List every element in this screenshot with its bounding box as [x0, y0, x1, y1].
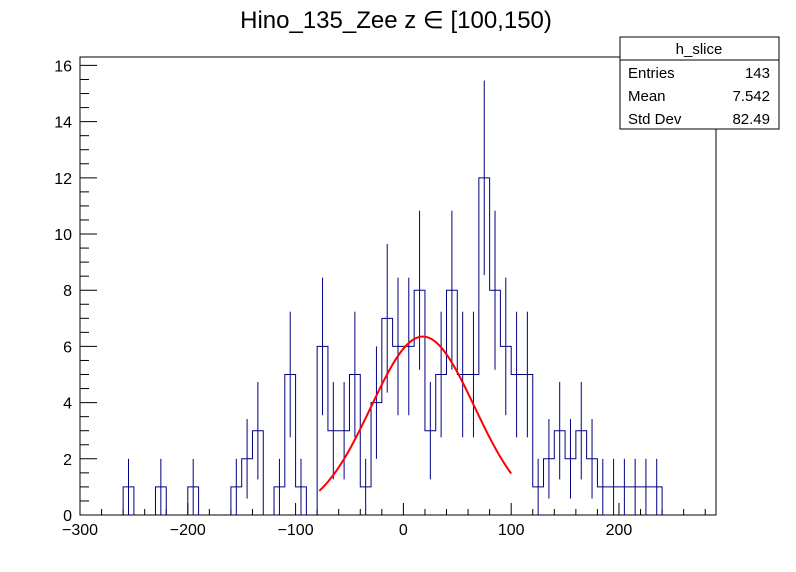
- y-tick-label: 12: [54, 171, 72, 188]
- stats-stddev-label: Std Dev: [628, 111, 682, 128]
- stats-box-frame: [619, 36, 780, 130]
- stats-stddev-value: 82.49: [732, 111, 770, 128]
- x-tick-label: 100: [498, 522, 525, 539]
- y-tick-label: 2: [63, 452, 72, 469]
- y-tick-label: 4: [63, 396, 72, 413]
- error-bars: [128, 80, 658, 515]
- plot-frame: [79, 56, 717, 516]
- x-tick-label: −100: [278, 522, 314, 539]
- y-tick-label: 8: [63, 283, 72, 300]
- stats-entries-label: Entries: [628, 65, 675, 82]
- y-tick-label: 14: [54, 115, 72, 132]
- y-axis: 0 2 4 6 8 10 12 14 16: [54, 58, 97, 525]
- x-tick-label: −300: [62, 522, 98, 539]
- stats-box-title: h_slice: [676, 41, 723, 58]
- gaussian-fit-curve: [318, 335, 512, 492]
- y-tick-label: 10: [54, 227, 72, 244]
- histogram-outline: [122, 177, 663, 515]
- x-axis: −300 −200 −100 0 100 200: [62, 503, 706, 539]
- x-tick-label: 0: [399, 522, 408, 539]
- stats-mean-value: 7.542: [732, 88, 770, 105]
- x-tick-label: −200: [170, 522, 206, 539]
- y-tick-label: 0: [63, 508, 72, 525]
- stats-entries-value: 143: [745, 65, 770, 82]
- histogram-bins: [122, 177, 663, 515]
- stats-box: h_slice Entries 143 Mean 7.542 Std Dev 8…: [619, 36, 780, 130]
- y-tick-label: 6: [63, 339, 72, 356]
- chart-title: Hino_135_Zee z ∈ [100,150): [240, 7, 552, 34]
- y-tick-label: 16: [54, 58, 72, 75]
- x-tick-label: 200: [606, 522, 633, 539]
- stats-mean-label: Mean: [628, 88, 666, 105]
